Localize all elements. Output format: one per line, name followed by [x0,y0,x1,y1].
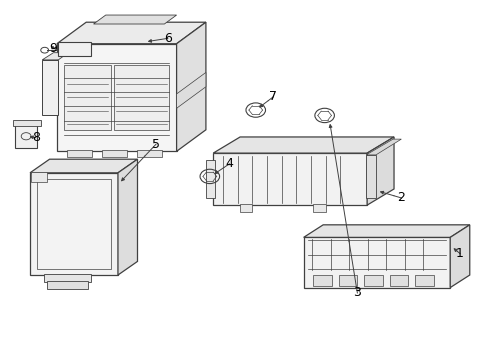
Polygon shape [304,237,450,288]
Text: 5: 5 [152,138,160,150]
Polygon shape [44,274,91,282]
Polygon shape [206,160,215,198]
Text: 8: 8 [32,131,40,144]
Polygon shape [58,42,91,56]
Polygon shape [102,149,127,157]
Polygon shape [213,153,367,205]
Polygon shape [137,149,162,157]
Polygon shape [176,22,206,151]
Polygon shape [314,204,326,212]
Polygon shape [118,159,138,275]
Polygon shape [364,275,383,286]
Polygon shape [314,275,332,286]
Polygon shape [94,15,176,24]
Polygon shape [42,60,58,116]
Polygon shape [30,173,118,275]
Polygon shape [42,53,68,60]
Polygon shape [366,139,401,155]
Text: 3: 3 [353,287,361,300]
Polygon shape [114,65,169,130]
Polygon shape [366,155,376,198]
Text: 4: 4 [225,157,233,170]
Polygon shape [450,225,470,288]
Polygon shape [415,275,434,286]
Text: 6: 6 [164,32,171,45]
Polygon shape [240,204,252,212]
Polygon shape [67,149,92,157]
Text: 7: 7 [270,90,277,103]
Polygon shape [64,65,111,130]
Polygon shape [57,44,176,151]
Text: 9: 9 [49,41,57,54]
Polygon shape [30,159,138,173]
Polygon shape [367,137,394,205]
Polygon shape [15,125,37,148]
Polygon shape [13,120,41,126]
Polygon shape [57,22,206,44]
Polygon shape [339,275,357,286]
Polygon shape [47,281,88,289]
Text: 1: 1 [456,247,464,260]
Text: 2: 2 [397,192,405,204]
Polygon shape [31,172,47,182]
Polygon shape [390,275,408,286]
Polygon shape [213,137,394,153]
Polygon shape [304,225,470,237]
Polygon shape [176,72,206,108]
